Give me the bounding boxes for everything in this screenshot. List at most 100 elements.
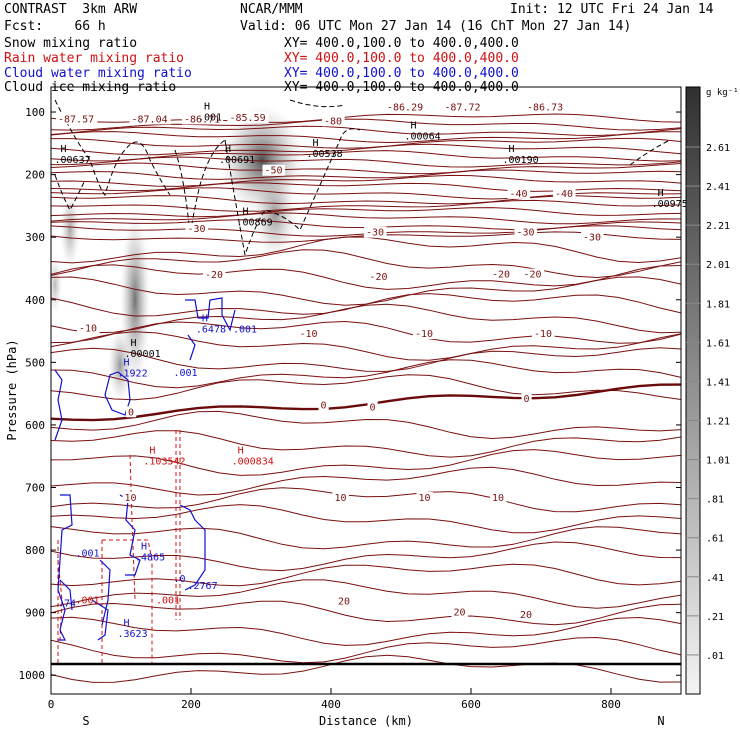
- field-cloudwater-xy: XY= 400.0,100.0 to 400.0,400.0: [284, 66, 519, 81]
- extremum-type: H: [131, 338, 137, 349]
- colorbar-label: 1.01: [706, 456, 730, 467]
- valid-time: Valid: 06 UTC Mon 27 Jan 14 (16 ChT Mon …: [240, 19, 632, 34]
- temperature-isotherm: [50, 374, 682, 401]
- temp-label-bg: [442, 101, 484, 113]
- colorbar-label: 1.81: [706, 299, 730, 310]
- y-tick-label: 100: [25, 106, 45, 119]
- temperature-label: -40: [510, 189, 528, 200]
- temperature-isotherm: [50, 410, 682, 440]
- y-tick-label: 400: [25, 294, 45, 307]
- temperature-label: -87.57: [58, 114, 94, 125]
- temp-label-bg: [532, 328, 555, 340]
- center-label: NCAR/MMM: [240, 2, 303, 17]
- field-rain-xy: XY= 400.0,100.0 to 400.0,400.0: [284, 51, 519, 66]
- colorbar-unit: g kg⁻¹: [706, 88, 739, 98]
- temperature-isotherm: [50, 187, 682, 200]
- extremum-value: .00975: [652, 199, 688, 210]
- temperature-isotherm: [50, 430, 682, 458]
- temperature-isotherm: [50, 303, 682, 334]
- temperature-isotherm: [50, 487, 682, 513]
- temperature-label: -40: [555, 189, 573, 200]
- colorbar-label: 2.61: [706, 143, 730, 154]
- temperature-label: -87.72: [444, 103, 480, 114]
- temperature-isotherm: [50, 207, 682, 218]
- temperature-isotherm: [50, 293, 682, 317]
- temp-label-bg: [56, 113, 98, 125]
- temperature-isotherm: [50, 182, 682, 192]
- temp-label-bg: [182, 113, 224, 125]
- extremum-type: H: [149, 446, 155, 457]
- temperature-label: 10: [335, 493, 347, 504]
- temperature-isotherm: [50, 347, 682, 372]
- extremum-type: H: [509, 144, 515, 155]
- temp-label-bg: [322, 115, 345, 127]
- temp-label-bg: [367, 401, 378, 413]
- y-tick-label: 900: [25, 607, 45, 620]
- y-tick-label: 800: [25, 544, 45, 557]
- temperature-label: -20: [524, 270, 542, 281]
- temp-label-bg: [297, 328, 321, 340]
- temperature-label: 20: [338, 596, 350, 607]
- extremum-type: H: [61, 144, 67, 155]
- y-tick-label: 200: [25, 169, 45, 182]
- temperature-isotherm: [50, 563, 682, 587]
- temperature-isotherm: [50, 195, 682, 205]
- temp-label-bg: [129, 113, 171, 125]
- temperature-isotherm: [50, 156, 682, 168]
- temp-label-bg: [332, 492, 349, 504]
- colorbar-label: .21: [706, 612, 724, 623]
- extremum-type: H: [313, 138, 319, 149]
- temperature-label: -20: [370, 272, 388, 283]
- temperature-label: -80: [324, 116, 342, 127]
- colorbar-label: .41: [706, 573, 724, 584]
- extremum-value: .00064: [405, 131, 441, 142]
- extremum-type: H: [658, 188, 664, 199]
- temperature-isotherm: [50, 162, 682, 175]
- temperature-label: -30: [188, 224, 206, 235]
- temperature-label: -10: [300, 329, 318, 340]
- colorbar-label: 1.61: [706, 338, 730, 349]
- extremum-value: .00538: [307, 149, 343, 160]
- temperature-label: -86.73: [527, 103, 563, 114]
- colorbar-ticks: 2.61 2.41 2.21 2.01 1.81 1.61 1.41 1.21 1.01 .81.…: [686, 143, 730, 662]
- temp-label-bg: [518, 609, 535, 621]
- extremum-value: .00869: [237, 218, 273, 229]
- extremum-type: H: [238, 446, 244, 457]
- temperature-label: 0: [370, 402, 376, 413]
- temperature-isotherm: [50, 249, 682, 279]
- temperature-isotherm: [50, 131, 682, 144]
- temperature-contours: [50, 113, 682, 683]
- forecast-hour: Fcst: 66 h: [4, 19, 106, 34]
- temperature-label: -20: [205, 270, 223, 281]
- zero-isotherm: [50, 383, 682, 422]
- contour-value-label: .001: [76, 595, 100, 606]
- temp-label-bg: [385, 101, 427, 113]
- extremum-value: .001: [198, 113, 222, 124]
- temp-label-bg: [203, 269, 226, 281]
- colorbar-label: 1.41: [706, 377, 730, 388]
- temperature-isotherm: [50, 579, 682, 609]
- temp-label-bg: [367, 271, 391, 283]
- model-title: CONTRAST 3km ARW: [4, 2, 138, 17]
- colorbar-label: .81: [706, 495, 724, 506]
- x-axis-ticks: 0 200 400 600 800: [48, 688, 621, 711]
- x-tick-label: 0: [48, 698, 55, 711]
- temp-label-bg: [318, 399, 329, 411]
- temp-label-bg: [521, 268, 545, 280]
- x-tick-label: 800: [601, 698, 621, 711]
- temp-label-bg: [364, 226, 387, 238]
- temperature-isotherm: [50, 331, 682, 361]
- temp-label-bg: [451, 606, 468, 618]
- temperature-isotherm: [50, 449, 682, 476]
- temperature-isotherm: [50, 466, 682, 496]
- temperature-isotherm: [50, 616, 682, 646]
- y-tick-label: 700: [25, 481, 45, 494]
- colorbar-label: 2.21: [706, 221, 730, 232]
- temperature-isotherm: [50, 320, 682, 344]
- colorbar-label: 2.41: [706, 182, 730, 193]
- temperature-label: -86.29: [387, 103, 423, 114]
- temperature-isotherm: [50, 143, 682, 156]
- extremum-type: H: [202, 314, 208, 325]
- temp-label-bg: [122, 492, 139, 504]
